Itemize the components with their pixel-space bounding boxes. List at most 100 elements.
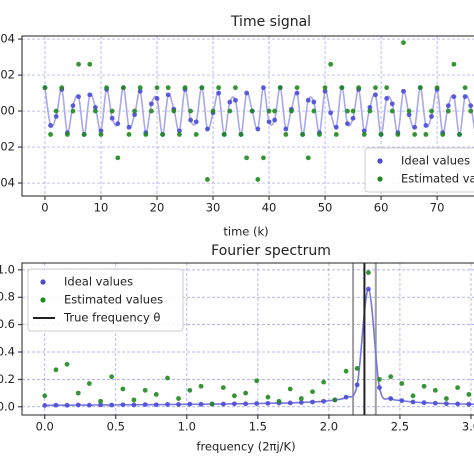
point <box>272 117 278 123</box>
legend-label: Ideal values <box>64 275 133 289</box>
point <box>266 108 272 114</box>
point <box>86 381 92 386</box>
chart-title: Fourier spectrum <box>211 243 331 259</box>
point <box>171 108 177 114</box>
point <box>294 90 300 96</box>
x-tick-label: 20 <box>150 201 165 215</box>
point <box>445 108 451 114</box>
point <box>468 108 474 114</box>
legend-marker <box>40 279 46 285</box>
point <box>389 108 395 114</box>
point <box>287 400 293 406</box>
y-tick-label: 0.2 <box>0 372 15 386</box>
x-tick-label: 60 <box>374 201 389 215</box>
point <box>154 85 160 91</box>
point <box>220 401 226 407</box>
legend-marker <box>377 176 383 182</box>
point <box>109 374 115 380</box>
y-tick-label: 0.8 <box>0 290 15 304</box>
point <box>310 389 315 395</box>
axes-frame <box>21 35 474 197</box>
point <box>322 88 328 94</box>
point <box>70 103 76 109</box>
point <box>216 85 222 91</box>
point <box>249 108 255 114</box>
point <box>410 399 416 405</box>
point <box>233 97 238 103</box>
point <box>377 376 382 382</box>
point <box>126 124 132 130</box>
point <box>283 126 289 132</box>
point <box>457 132 462 137</box>
point <box>210 108 216 114</box>
point <box>115 121 121 127</box>
x-tick-label: 10 <box>94 201 109 215</box>
point <box>399 381 405 386</box>
point <box>126 132 132 137</box>
point <box>399 398 405 404</box>
point <box>120 386 126 392</box>
point <box>421 400 427 406</box>
x-tick-label: 0.5 <box>107 420 125 434</box>
point <box>188 117 194 123</box>
point <box>187 401 193 407</box>
point <box>445 103 451 109</box>
point <box>70 108 76 114</box>
point <box>220 385 226 391</box>
point <box>367 108 373 114</box>
y-tick-label: 1.0 <box>0 262 15 276</box>
point <box>131 402 137 408</box>
point <box>389 101 395 107</box>
point <box>255 126 261 132</box>
point <box>86 402 92 408</box>
point <box>321 379 327 385</box>
point <box>343 368 349 374</box>
point <box>311 108 317 114</box>
point <box>265 394 271 400</box>
point <box>354 382 360 388</box>
point <box>378 132 384 137</box>
x-tick-label: 2.0 <box>320 420 338 434</box>
point <box>356 85 362 91</box>
point <box>384 96 390 101</box>
point <box>53 114 59 119</box>
chart-title: Time signal <box>230 14 311 30</box>
point <box>311 99 317 105</box>
point <box>98 128 104 134</box>
point <box>317 132 322 137</box>
point <box>115 155 121 161</box>
point <box>321 398 327 404</box>
point <box>227 99 233 105</box>
point <box>406 112 412 118</box>
point <box>132 108 137 114</box>
point <box>143 132 149 137</box>
legend: Ideal values Estimated values True frequen… <box>27 268 184 332</box>
point <box>216 90 222 96</box>
point <box>412 132 418 137</box>
legend-label: Estimated values <box>64 293 163 307</box>
point <box>277 85 283 91</box>
point <box>350 115 356 121</box>
point <box>287 386 293 392</box>
point <box>92 105 98 110</box>
x-axis-label: time (k) <box>223 225 268 239</box>
point <box>243 401 249 407</box>
point <box>345 108 350 114</box>
point <box>444 396 449 401</box>
point <box>87 61 93 67</box>
y-tick-label: 0.0 <box>0 399 15 413</box>
point <box>440 132 446 137</box>
point <box>261 85 266 91</box>
point <box>451 94 457 100</box>
point <box>417 85 423 91</box>
point <box>243 390 249 396</box>
point <box>343 394 349 400</box>
point <box>421 383 427 389</box>
x-tick-label: 50 <box>318 201 333 215</box>
point <box>188 108 194 114</box>
point <box>137 88 143 94</box>
point <box>75 402 81 408</box>
point <box>365 286 371 292</box>
